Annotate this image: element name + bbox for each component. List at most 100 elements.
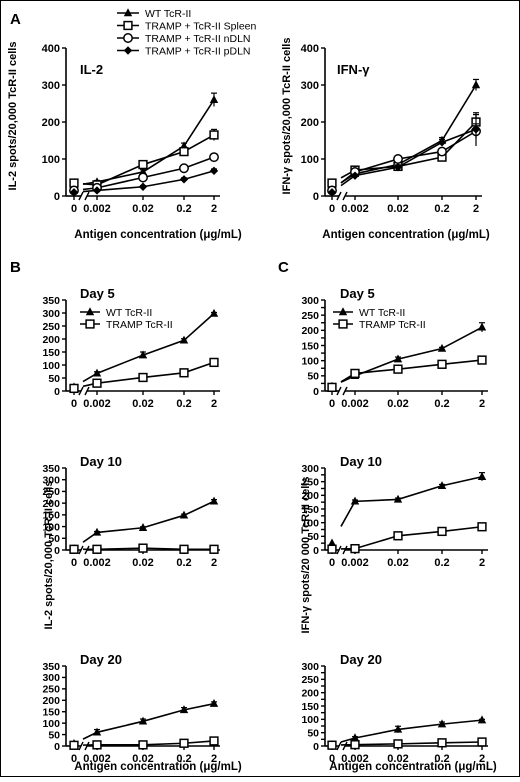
data-point (209, 496, 219, 505)
data-point (179, 175, 189, 184)
y-tick-label: 300 (42, 672, 60, 684)
legend-marker (85, 319, 95, 329)
x-tick-label: 0.2 (434, 557, 449, 569)
legend-label: WT TcR-II (106, 307, 152, 319)
data-point (327, 740, 337, 750)
data-point (179, 510, 189, 519)
y-tick-label: 300 (42, 475, 60, 487)
data-point (437, 138, 447, 147)
y-tick-label: 100 (301, 154, 319, 166)
x-tick-label: 2 (211, 398, 217, 410)
series-square (69, 543, 219, 554)
legend-item: WT TcR-II (80, 307, 152, 319)
y-tick-label: 200 (42, 117, 60, 129)
data-point (393, 531, 403, 541)
legend-item: TRAMP TcR-II (80, 319, 173, 331)
data-point (393, 162, 403, 172)
axis-break-mark (336, 741, 342, 751)
y-tick-label: 100 (301, 355, 319, 367)
data-point (437, 719, 447, 728)
y-tick-label: 100 (42, 360, 60, 372)
y-axis-label: IFN-γ spots/20,000 TcR-II cells (281, 38, 293, 195)
data-point (92, 544, 102, 554)
y-tick-label: 0 (54, 741, 60, 753)
series-square (327, 522, 487, 554)
chart-title: Day 5 (80, 286, 115, 301)
y-tick-label: 200 (42, 498, 60, 510)
y-tick-label: 100 (42, 718, 60, 730)
axis-break-mark (84, 741, 90, 751)
data-point (209, 152, 219, 163)
ylabel-panel-c: IFN-γ spots/20 000 TcR-II cells (300, 477, 312, 634)
x-tick-label: 0.02 (387, 398, 408, 410)
y-tick-label: 200 (301, 117, 319, 129)
x-tick-label: 2 (211, 557, 217, 569)
chart-title: Day 10 (80, 454, 122, 469)
axis-break-mark (336, 545, 342, 555)
axis-break-mark (342, 386, 348, 396)
data-point (138, 182, 148, 191)
y-tick-label: 0 (313, 741, 319, 753)
axis-break-mark (336, 191, 342, 201)
x-tick-label: 0.002 (341, 203, 369, 215)
x-tick-label: 0.02 (387, 203, 408, 215)
legend-marker (123, 20, 133, 31)
chart-A-IFNg: 0 100 200 300 400 0 0.002 0.02 0.2 2 Antigen conce… (281, 38, 490, 241)
legend-marker (123, 8, 133, 17)
axis-break-mark (342, 191, 348, 201)
legend-label: TRAMP TcR-II (359, 319, 426, 331)
y-tick-label: 50 (307, 727, 319, 739)
legend-item: TRAMP + TcR-II nDLN (117, 33, 251, 45)
data-point (138, 716, 148, 725)
x-tick-label: 2 (473, 203, 479, 215)
y-tick-label: 0 (54, 545, 60, 557)
legend-item: TRAMP + TcR-II pDLN (117, 45, 251, 57)
legend-marker (338, 319, 348, 329)
y-tick-label: 0 (54, 386, 60, 398)
x-tick-label: 0.02 (132, 753, 153, 765)
y-tick-label: 100 (42, 154, 60, 166)
data-point (138, 172, 148, 183)
x-tick-label: 0 (329, 753, 335, 765)
data-point (69, 544, 79, 554)
y-tick-label: 150 (42, 347, 60, 359)
axis-break-mark (78, 386, 84, 396)
y-tick-label: 400 (301, 43, 319, 55)
data-point (92, 186, 102, 195)
axis-break-mark (336, 386, 342, 396)
y-tick-label: 250 (42, 321, 60, 333)
data-point (138, 159, 148, 170)
y-tick-label: 200 (301, 490, 319, 502)
panel-letter-b: B (10, 259, 21, 276)
panel-letter-c: C (278, 259, 289, 276)
chart-title: Day 20 (80, 652, 122, 667)
chart-A-IL2: 0 100 200 300 400 0 0.002 0.02 0.2 2 Antigen conce… (7, 42, 242, 241)
data-point (209, 166, 219, 176)
data-point (138, 740, 148, 750)
legend-marker (123, 33, 133, 43)
y-tick-label: 250 (42, 486, 60, 498)
x-tick-label: 0.002 (83, 753, 111, 765)
x-tick-label: 2 (211, 753, 217, 765)
x-tick-label: 0.2 (176, 203, 191, 215)
x-tick-label: 0.002 (341, 753, 369, 765)
legend-item: WT TcR-II (333, 307, 405, 319)
x-axis-label: Antigen concentration (μg/mL) (74, 229, 242, 241)
data-point (209, 736, 219, 746)
x-tick-label: 0.002 (83, 203, 111, 215)
y-tick-label: 250 (42, 684, 60, 696)
data-point (393, 154, 403, 164)
y-tick-label: 250 (301, 674, 319, 686)
chart-title: Day 10 (340, 454, 382, 469)
x-tick-label: 0 (329, 557, 335, 569)
y-tick-label: 300 (42, 80, 60, 92)
data-point (138, 350, 148, 359)
legend-label: WT TcR-II (145, 8, 191, 20)
y-tick-label: 50 (48, 373, 60, 385)
series-square (327, 355, 487, 393)
y-tick-label: 150 (301, 701, 319, 713)
y-tick-label: 100 (301, 517, 319, 529)
